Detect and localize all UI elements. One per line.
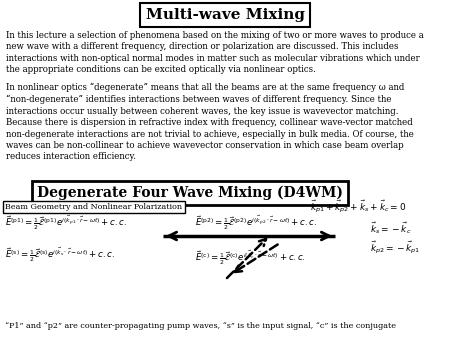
Text: $\vec{E}^{(\mathrm{c})}=\frac{1}{2}\vec{\mathcal{E}}^{(\mathrm{c})}e^{i(\vec{k}_: $\vec{E}^{(\mathrm{c})}=\frac{1}{2}\vec{… — [195, 249, 306, 267]
Text: $\vec{E}^{(\mathrm{s})}=\frac{1}{2}\vec{\mathcal{E}}^{(\mathrm{s})}e^{i(\vec{k}_: $\vec{E}^{(\mathrm{s})}=\frac{1}{2}\vec{… — [5, 246, 115, 264]
Text: $\vec{k}_{s}=-\vec{k}_{c}$: $\vec{k}_{s}=-\vec{k}_{c}$ — [370, 220, 412, 236]
Text: $\vec{E}^{(\mathrm{p1})}=\frac{1}{2}\vec{\mathcal{E}}^{(\mathrm{p1})}e^{i(\vec{k: $\vec{E}^{(\mathrm{p1})}=\frac{1}{2}\vec… — [5, 214, 127, 232]
Text: In this lecture a selection of phenomena based on the mixing of two or more wave: In this lecture a selection of phenomena… — [6, 31, 424, 74]
Text: $\vec{k}_{p2}=-\vec{k}_{p1}$: $\vec{k}_{p2}=-\vec{k}_{p1}$ — [370, 240, 420, 256]
Text: Multi-wave Mixing: Multi-wave Mixing — [145, 8, 305, 22]
Text: $\vec{k}_{p1}+\vec{k}_{p2}+\vec{k}_{s}+\vec{k}_{c}=0$: $\vec{k}_{p1}+\vec{k}_{p2}+\vec{k}_{s}+\… — [310, 199, 406, 215]
Text: Degenerate Four Wave Mixing (D4WM): Degenerate Four Wave Mixing (D4WM) — [37, 186, 343, 200]
Text: “P1” and “p2” are counter-propagating pump waves, “s” is the input signal, “c” i: “P1” and “p2” are counter-propagating pu… — [5, 322, 396, 330]
Text: $\vec{E}^{(\mathrm{p2})}=\frac{1}{2}\vec{\mathcal{E}}^{(\mathrm{p2})}e^{i(\vec{k: $\vec{E}^{(\mathrm{p2})}=\frac{1}{2}\vec… — [195, 214, 317, 232]
Text: Beam Geometry and Nonlinear Polarization: Beam Geometry and Nonlinear Polarization — [5, 203, 182, 211]
Text: In nonlinear optics “degenerate” means that all the beams are at the same freque: In nonlinear optics “degenerate” means t… — [6, 83, 414, 162]
